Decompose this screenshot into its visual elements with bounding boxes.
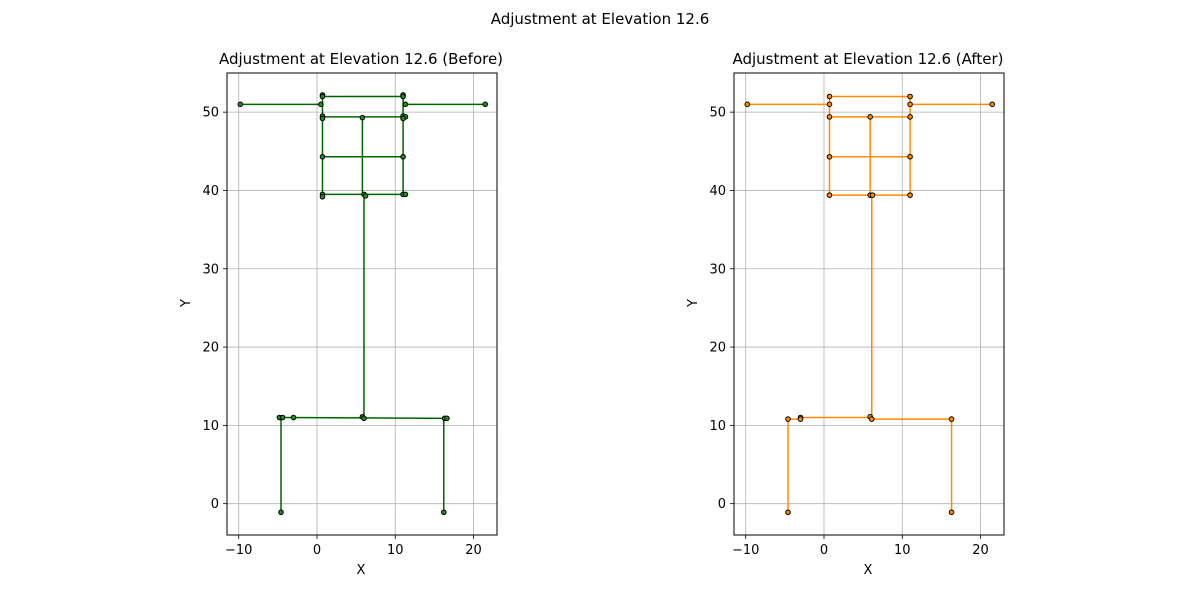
after-node-point [907, 153, 913, 160]
before-panel-title: Adjustment at Elevation 12.6 (Before) [219, 50, 503, 68]
after-node-point [785, 509, 791, 516]
after-panel: Adjustment at Elevation 12.6 (After) −10… [686, 50, 1005, 578]
after-x-axis-label: X [864, 563, 873, 578]
after-node-point [948, 416, 955, 422]
after-y-tick-label: 10 [709, 419, 726, 434]
after-node-point [907, 93, 913, 100]
before-axes-frame [226, 72, 498, 536]
after-plot-area [744, 93, 996, 516]
after-node-point [826, 93, 833, 100]
after-node-point [907, 192, 913, 198]
before-y-tick-label: 20 [202, 341, 219, 356]
before-y-tick-label: 40 [202, 184, 219, 199]
before-node-point [319, 153, 326, 160]
before-node-point [319, 115, 326, 122]
after-y-tick-label: 50 [709, 106, 726, 121]
before-y-tick-label: 50 [202, 106, 219, 121]
after-node-point [744, 101, 751, 108]
after-axes-frame [733, 72, 1005, 536]
before-node-point [402, 191, 409, 198]
before-x-tick-label: 0 [313, 543, 321, 558]
before-node-point [361, 415, 367, 422]
after-x-tick-label: −10 [732, 543, 759, 558]
after-node-point [785, 416, 791, 422]
before-plot-area [237, 92, 489, 516]
before-node-point [400, 153, 406, 160]
after-node-point [826, 101, 833, 108]
before-ticks: −10 0 10 20 0 10 20 30 40 50 [202, 106, 481, 558]
before-x-tick-label: −10 [225, 543, 252, 558]
after-y-tick-label: 40 [709, 184, 726, 199]
after-node-point [868, 416, 875, 422]
after-x-tick-label: 20 [972, 543, 989, 558]
before-x-tick-label: 10 [387, 543, 404, 558]
after-x-tick-label: 0 [820, 543, 828, 558]
after-node-point [867, 114, 873, 120]
before-node-point [482, 101, 489, 108]
after-node-point [907, 101, 913, 108]
after-node-point [826, 153, 833, 160]
before-node-point [318, 101, 324, 108]
after-y-tick-label: 0 [718, 497, 726, 512]
before-panel: Adjustment at Elevation 12.6 (Before) −1… [179, 50, 503, 578]
before-node-point [400, 115, 406, 122]
before-node-point [279, 414, 286, 421]
after-node-point [797, 416, 804, 422]
before-y-tick-label: 0 [211, 497, 219, 512]
before-node-point [444, 415, 450, 422]
before-node-point [290, 414, 297, 421]
after-y-tick-label: 20 [709, 341, 726, 356]
before-node-point [319, 193, 326, 200]
figure-suptitle: Adjustment at Elevation 12.6 [491, 10, 710, 28]
after-node-point [826, 192, 833, 198]
after-ticks: −10 0 10 20 0 10 20 30 40 50 [709, 106, 988, 558]
before-node-point [402, 101, 409, 108]
before-node-point [440, 509, 447, 516]
before-x-tick-label: 20 [465, 543, 482, 558]
after-node-point [989, 101, 996, 108]
after-panel-title: Adjustment at Elevation 12.6 (After) [732, 50, 1003, 68]
after-node-point [826, 114, 833, 120]
before-x-axis-label: X [357, 563, 366, 578]
before-y-tick-label: 30 [202, 262, 219, 277]
before-y-axis-label: Y [179, 299, 194, 308]
after-node-point [869, 192, 876, 198]
after-x-tick-label: 10 [894, 543, 911, 558]
after-y-tick-label: 30 [709, 262, 726, 277]
after-node-point [907, 114, 913, 120]
before-node-point [400, 93, 406, 100]
before-node-point [359, 114, 366, 121]
after-y-axis-label: Y [686, 299, 701, 308]
before-node-point [319, 93, 326, 100]
after-gridlines [734, 73, 1004, 535]
before-node-point [278, 509, 284, 516]
before-gridlines [227, 73, 497, 535]
before-node-point [237, 101, 244, 108]
before-y-tick-label: 10 [202, 419, 219, 434]
before-node-point [362, 193, 369, 199]
after-node-point [948, 509, 955, 516]
